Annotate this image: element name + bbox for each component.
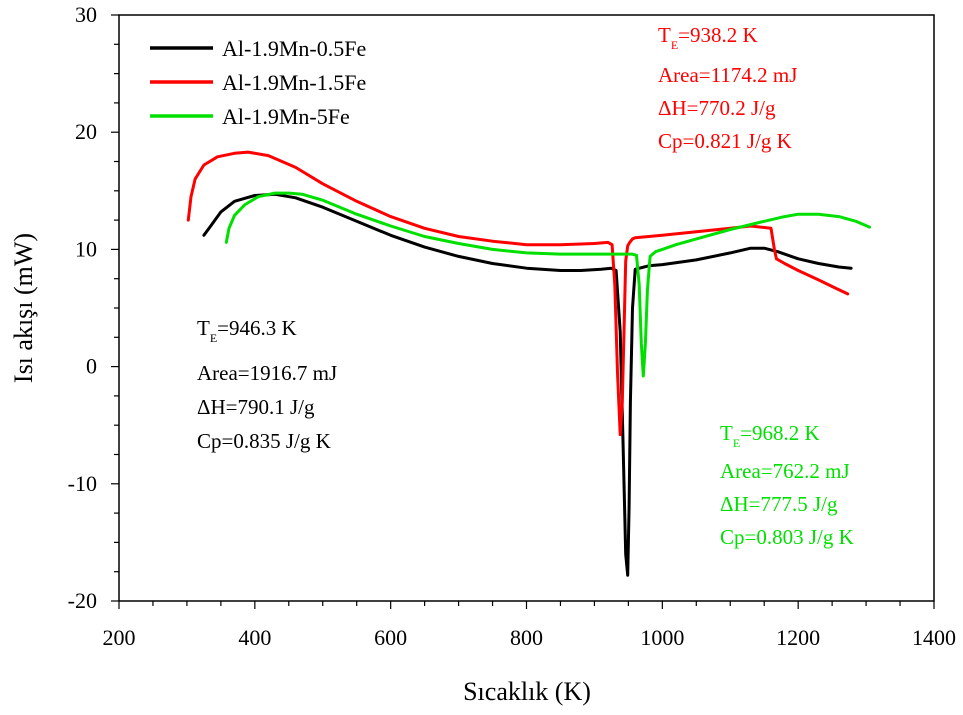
x-tick-label: 200 bbox=[103, 625, 136, 650]
y-tick-label: -20 bbox=[68, 588, 97, 613]
annotation-red-te-value: =938.2 K bbox=[678, 23, 758, 47]
annotation-black-te-value: =946.3 K bbox=[217, 316, 297, 340]
annotation-black-te: TE=946.3 K bbox=[197, 316, 297, 345]
annotation-green-te-symbol: T bbox=[720, 421, 733, 445]
x-tick-label: 600 bbox=[374, 625, 407, 650]
annotation-green-cp: Cp=0.803 J/g K bbox=[720, 525, 854, 549]
y-tick-label: 10 bbox=[75, 236, 97, 261]
annotation-red: TE=938.2 K Area=1174.2 mJ ΔH=770.2 J/g C… bbox=[658, 23, 797, 153]
y-tick-label: -10 bbox=[68, 471, 97, 496]
annotation-red-cp: Cp=0.821 J/g K bbox=[658, 129, 792, 153]
x-axis-label: Sıcaklık (K) bbox=[463, 677, 591, 706]
series-line-1 bbox=[186, 150, 850, 437]
series-line-2 bbox=[224, 191, 871, 378]
legend-label-1: Al-1.9Mn-1.5Fe bbox=[222, 70, 366, 95]
legend-label-2: Al-1.9Mn-5Fe bbox=[222, 104, 350, 129]
annotation-green-te: TE=968.2 K bbox=[720, 421, 820, 450]
x-tick-label: 400 bbox=[238, 625, 271, 650]
y-tick-label: 0 bbox=[86, 354, 97, 379]
annotation-black-te-subscript: E bbox=[210, 331, 217, 345]
legend: Al-1.9Mn-0.5Fe Al-1.9Mn-1.5Fe Al-1.9Mn-5… bbox=[150, 36, 366, 129]
annotation-red-dh: ΔH=770.2 J/g bbox=[658, 96, 776, 120]
axis-ticks: 200 400 600 800 1000 1200 1400 -20 -10 0 10 20 30 bbox=[68, 2, 956, 650]
x-tick-label: 1200 bbox=[776, 625, 820, 650]
series-line-0 bbox=[202, 192, 853, 577]
annotation-red-te-subscript: E bbox=[671, 38, 678, 52]
annotation-black: TE=946.3 K Area=1916.7 mJ ΔH=790.1 J/g C… bbox=[197, 316, 337, 453]
annotation-red-area: Area=1174.2 mJ bbox=[658, 63, 797, 87]
annotation-red-te-symbol: T bbox=[658, 23, 671, 47]
x-tick-label: 1000 bbox=[640, 625, 684, 650]
y-tick-label: 20 bbox=[75, 119, 97, 144]
x-tick-label: 1400 bbox=[912, 625, 956, 650]
legend-label-0: Al-1.9Mn-0.5Fe bbox=[222, 36, 366, 61]
annotation-green-te-value: =968.2 K bbox=[740, 421, 820, 445]
series-layer bbox=[186, 150, 871, 577]
y-axis-label: Isı akışı (mW) bbox=[9, 233, 38, 383]
annotation-green-dh: ΔH=777.5 J/g bbox=[720, 492, 838, 516]
annotation-green: TE=968.2 K Area=762.2 mJ ΔH=777.5 J/g Cp… bbox=[720, 421, 854, 549]
annotation-black-te-symbol: T bbox=[197, 316, 210, 340]
annotation-black-area: Area=1916.7 mJ bbox=[197, 361, 337, 385]
annotation-red-te: TE=938.2 K bbox=[658, 23, 758, 52]
annotation-black-cp: Cp=0.835 J/g K bbox=[197, 429, 331, 453]
annotation-black-dh: ΔH=790.1 J/g bbox=[197, 395, 315, 419]
y-tick-label: 30 bbox=[75, 2, 97, 27]
x-tick-label: 800 bbox=[510, 625, 543, 650]
annotation-green-te-subscript: E bbox=[733, 436, 740, 450]
annotation-green-area: Area=762.2 mJ bbox=[720, 459, 850, 483]
